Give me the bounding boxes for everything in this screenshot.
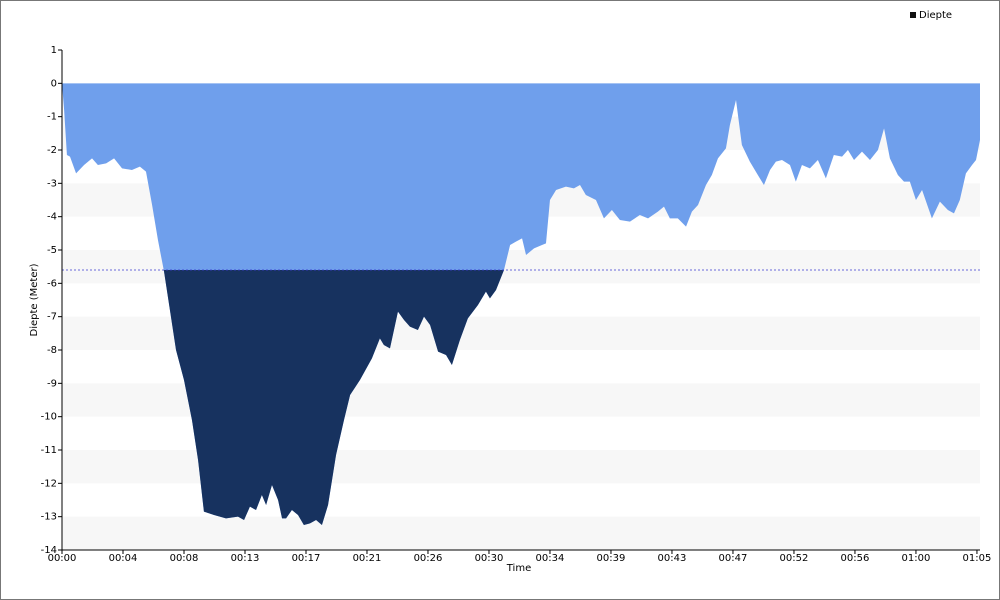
x-tick-label: 00:04 — [109, 553, 138, 564]
x-tick-label: 00:30 — [475, 553, 504, 564]
y-tick-label: 0 — [51, 78, 57, 89]
legend-swatch — [910, 12, 916, 18]
x-tick-label: 00:47 — [719, 553, 748, 564]
y-tick-label: 1 — [51, 45, 57, 56]
y-tick-label: -6 — [47, 278, 57, 289]
y-tick-label: -9 — [47, 378, 57, 389]
plot — [62, 83, 980, 525]
x-tick-label: 00:52 — [780, 553, 809, 564]
grid-band — [62, 516, 980, 550]
y-tick-label: -11 — [41, 445, 57, 456]
y-tick-label: -4 — [47, 212, 57, 223]
x-tick-label: 00:56 — [841, 553, 870, 564]
y-tick-label: -8 — [47, 345, 57, 356]
x-tick-label: 00:08 — [170, 553, 199, 564]
x-tick-label: 00:43 — [658, 553, 687, 564]
y-tick-label: -3 — [47, 178, 57, 189]
x-axis-label: Time — [506, 563, 531, 574]
y-axis-label: Diepte (Meter) — [29, 263, 40, 336]
y-tick-label: -13 — [41, 512, 57, 523]
y-tick-label: -12 — [41, 478, 57, 489]
x-tick-label: 01:05 — [963, 553, 992, 564]
y-tick-label: -10 — [41, 412, 57, 423]
y-tick-label: -14 — [41, 545, 57, 556]
x-tick-label: 00:39 — [597, 553, 626, 564]
depth-area-below-reference — [163, 270, 504, 525]
x-tick-label: 00:17 — [292, 553, 321, 564]
y-tick-label: -1 — [47, 112, 57, 123]
x-tick-label: 00:00 — [48, 553, 77, 564]
x-tick-label: 00:13 — [231, 553, 260, 564]
x-tick-label: 00:34 — [536, 553, 565, 564]
x-tick-label: 00:21 — [353, 553, 382, 564]
y-tick-label: -2 — [47, 145, 57, 156]
y-tick-label: -5 — [47, 245, 57, 256]
legend-label: Diepte — [919, 10, 952, 21]
x-tick-label: 01:00 — [902, 553, 931, 564]
y-tick-label: -7 — [47, 312, 57, 323]
x-tick-label: 00:26 — [414, 553, 443, 564]
